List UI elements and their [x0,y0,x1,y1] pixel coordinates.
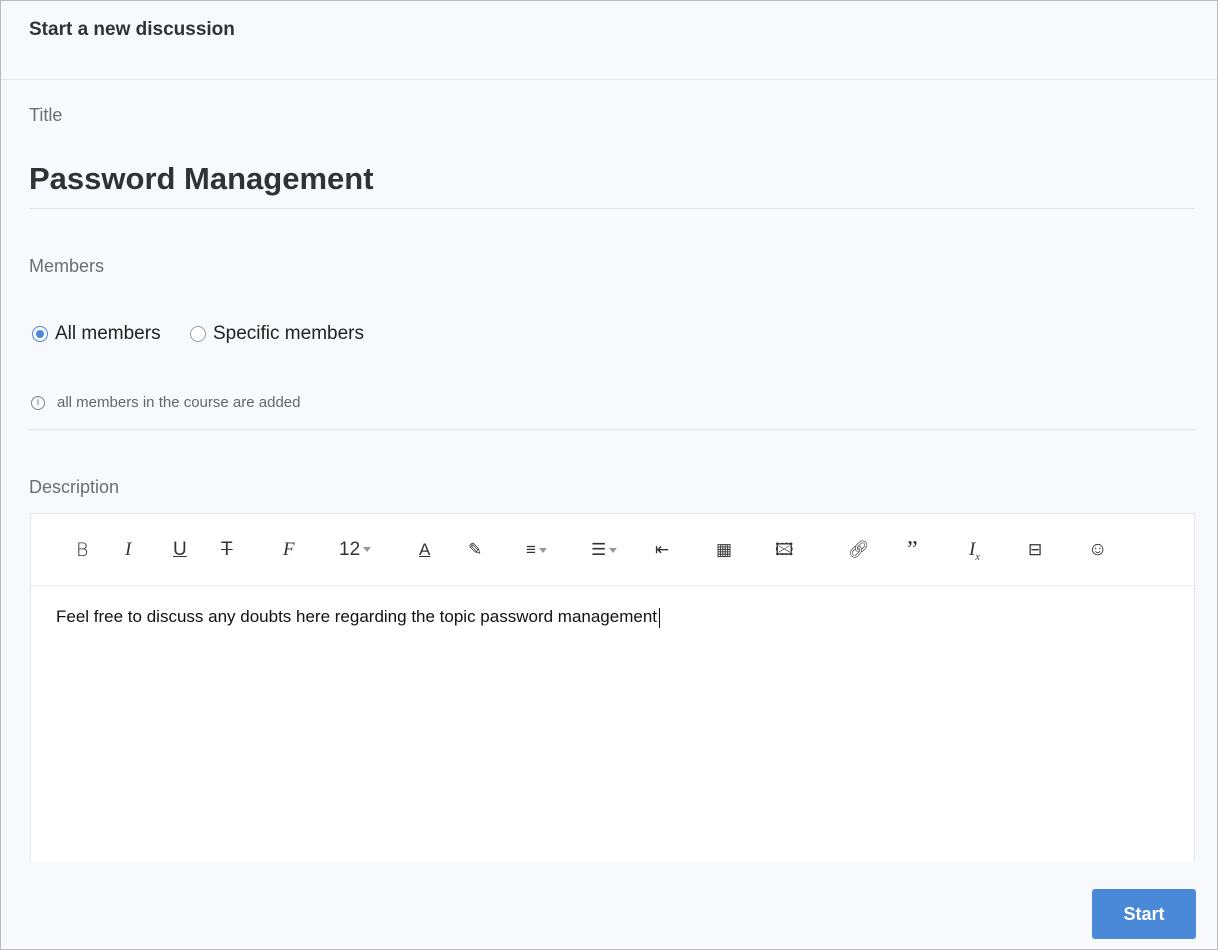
radio-label: Specific members [213,323,364,344]
start-button[interactable]: Start [1092,889,1196,939]
radio-checked-icon [32,326,48,342]
chevron-down-icon [609,548,618,554]
members-info: i all members in the course are added [31,394,300,411]
text-cursor [659,607,661,628]
align-left-icon[interactable]: ≡ [526,540,547,560]
rich-text-editor: B I U T F 12 A ✎ ≡ ☰ ⇤ ▦ 🖾 🔗︎ ” Ix ⊟ ☺ F… [30,513,1195,861]
editor-content[interactable]: Feel free to discuss any doubts here reg… [56,607,661,628]
radio-all-members[interactable]: All members [32,323,161,345]
radio-label: All members [55,323,161,344]
bold-icon[interactable]: B [76,539,89,561]
link-icon[interactable]: 🔗︎ [848,540,870,559]
editor-toolbar: B I U T F 12 A ✎ ≡ ☰ ⇤ ▦ 🖾 🔗︎ ” Ix ⊟ ☺ [31,514,1194,586]
font-family-icon[interactable]: F [283,539,295,560]
info-text: all members in the course are added [57,394,301,411]
chevron-down-icon [363,547,372,553]
title-label: Title [29,105,63,125]
horizontal-rule-icon[interactable]: ⊟ [1028,540,1043,559]
divider [29,429,1195,430]
strikethrough-icon[interactable]: T [221,539,233,560]
info-icon: i [31,395,45,410]
emoji-icon[interactable]: ☺ [1088,539,1108,560]
divider [29,208,1195,209]
description-label: Description [29,477,120,497]
editor-text: Feel free to discuss any doubts here reg… [56,607,658,626]
radio-unchecked-icon [190,326,206,342]
radio-specific-members[interactable]: Specific members [190,323,364,345]
text-color-icon[interactable]: A [419,540,431,559]
header: Start a new discussion [1,1,1217,80]
font-size-dropdown[interactable]: 12 [339,539,372,560]
indent-icon[interactable]: ⇤ [655,540,670,559]
italic-icon[interactable]: I [125,539,132,560]
clear-format-icon[interactable]: Ix [969,539,980,563]
title-input[interactable]: Password Management [29,161,374,196]
font-size-value: 12 [339,539,361,560]
table-icon[interactable]: ▦ [716,540,733,559]
page-title: Start a new discussion [29,19,235,40]
image-icon[interactable]: 🖾 [775,540,794,559]
chevron-down-icon [538,548,547,554]
highlight-icon[interactable]: ✎ [468,540,483,559]
ordered-list-icon[interactable]: ☰ [591,540,618,560]
underline-icon[interactable]: U [173,539,187,560]
members-label: Members [29,256,105,276]
quote-icon[interactable]: ” [907,537,918,563]
